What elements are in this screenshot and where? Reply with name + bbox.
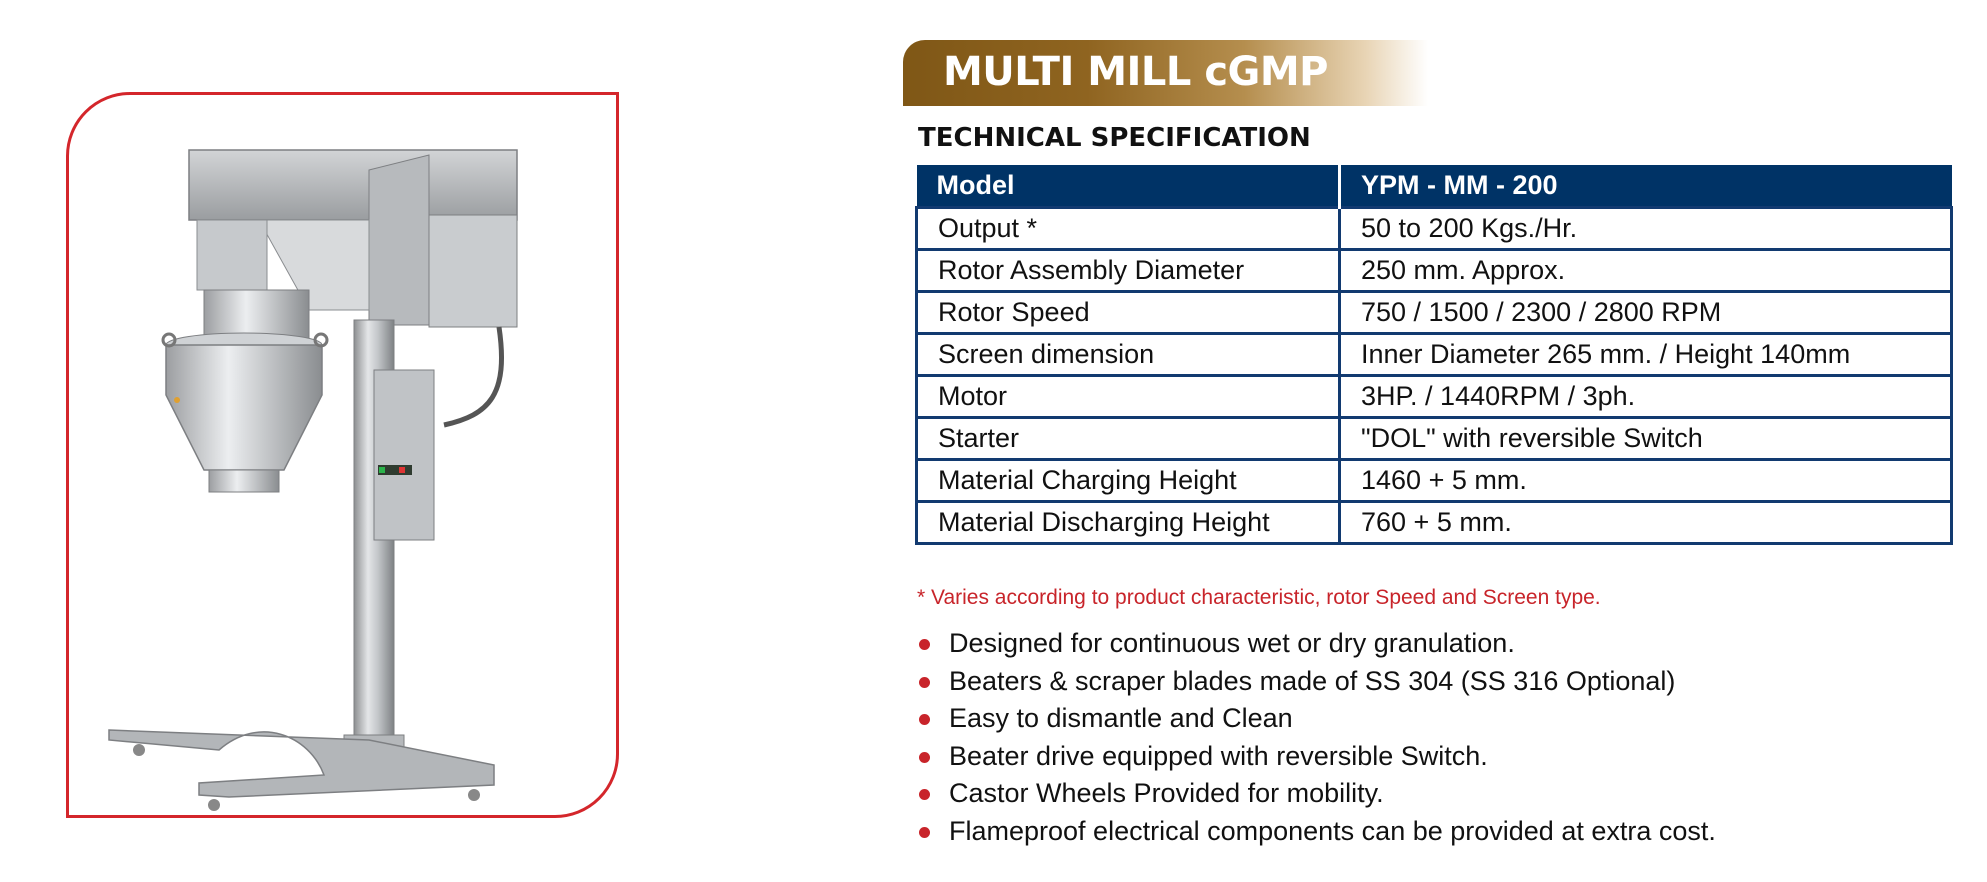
spec-label: Motor [915,373,1341,419]
feature-text: Flameproof electrical components can be … [949,815,1716,846]
table-row: Material Discharging Height 760 + 5 mm. [915,499,1953,545]
table-row: Rotor Speed 750 / 1500 / 2300 / 2800 RPM [915,289,1953,335]
spec-value: Inner Diameter 265 mm. / Height 140mm [1338,331,1953,377]
table-row: Screen dimension Inner Diameter 265 mm. … [915,331,1953,377]
bullet-icon [919,676,930,688]
bullet-icon [919,639,930,650]
spec-value: 750 / 1500 / 2300 / 2800 RPM [1338,289,1953,335]
table-row: Material Charging Height 1460 + 5 mm. [915,457,1953,503]
feature-text: Beater drive equipped with reversible Sw… [949,740,1488,771]
feature-list: Designed for continuous wet or dry granu… [917,625,1716,850]
feature-text: Beaters & scraper blades made of SS 304 … [949,665,1676,696]
spec-label: Starter [915,415,1341,461]
spec-label: Screen dimension [915,331,1341,377]
footnote: * Varies according to product characteri… [917,586,1601,609]
product-image-frame [66,92,619,818]
feature-text: Designed for continuous wet or dry granu… [949,628,1515,658]
bullet-icon [919,714,930,725]
table-row: Rotor Assembly Diameter 250 mm. Approx. [915,247,1953,293]
column-header: YPM - MM - 200 [1339,165,1952,207]
list-item: Castor Wheels Provided for mobility. [917,775,1716,813]
column-header: Model [916,165,1341,207]
page-title: MULTI MILL cGMP [943,49,1329,95]
spec-label: Material Charging Height [915,457,1341,503]
spec-value: 760 + 5 mm. [1338,499,1953,545]
spec-value: 250 mm. Approx. [1338,247,1953,293]
spec-label: Rotor Assembly Diameter [915,247,1341,293]
spec-label: Material Discharging Height [915,499,1341,545]
list-item: Flameproof electrical components can be … [917,813,1716,851]
table-row: Motor 3HP. / 1440RPM / 3ph. [915,373,1953,419]
section-heading: TECHNICAL SPECIFICATION [918,123,1311,153]
bullet-icon [919,789,930,800]
list-item: Easy to dismantle and Clean [917,700,1716,738]
table-header-row: Model YPM - MM - 200 [916,165,1952,207]
table-row: Starter "DOL" with reversible Switch [915,415,1953,461]
spec-value: "DOL" with reversible Switch [1338,415,1953,461]
list-item: Designed for continuous wet or dry granu… [917,625,1716,663]
spec-label: Rotor Speed [915,289,1341,335]
spec-value: 3HP. / 1440RPM / 3ph. [1338,373,1953,419]
spec-value: 1460 + 5 mm. [1338,457,1953,503]
multi-mill-machine-illustration [108,149,518,811]
table-row: Output * 50 to 200 Kgs./Hr. [915,205,1953,251]
title-banner: MULTI MILL cGMP [903,40,1428,106]
bullet-icon [919,826,930,838]
list-item: Beaters & scraper blades made of SS 304 … [917,663,1716,701]
spec-label: Output * [915,205,1341,251]
feature-text: Castor Wheels Provided for mobility. [949,778,1384,808]
feature-text: Easy to dismantle and Clean [949,703,1293,733]
technical-specification-table: Model YPM - MM - 200 Output * 50 to 200 … [915,165,1953,545]
list-item: Beater drive equipped with reversible Sw… [917,738,1716,776]
spec-value: 50 to 200 Kgs./Hr. [1338,205,1953,251]
bullet-icon [919,751,930,763]
